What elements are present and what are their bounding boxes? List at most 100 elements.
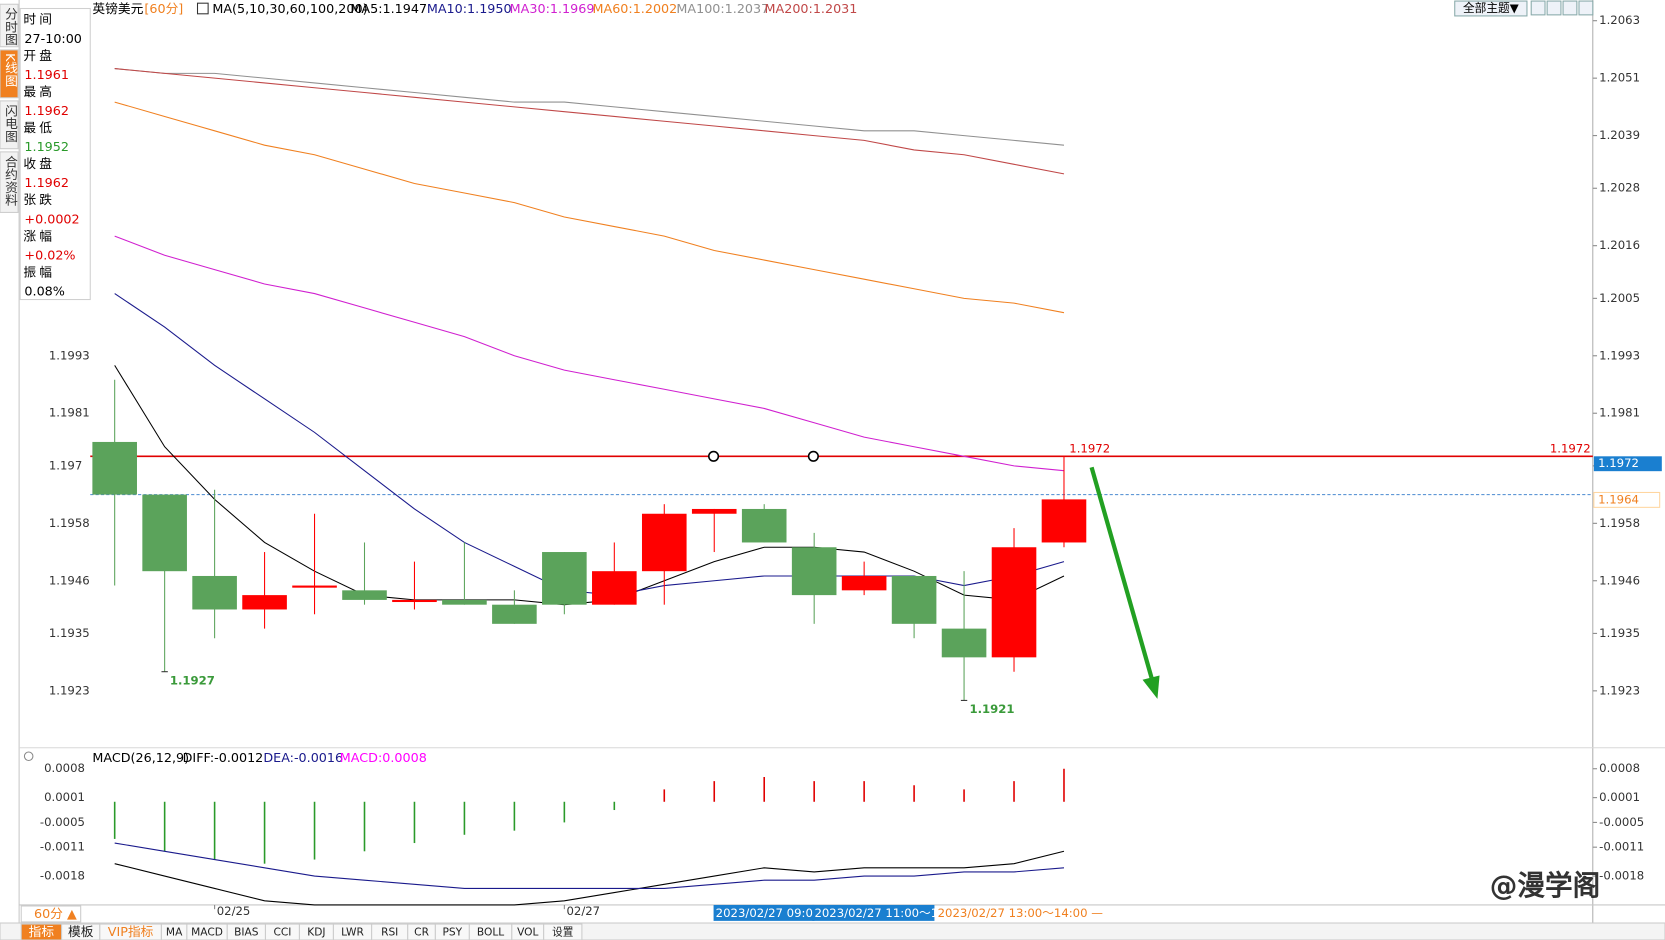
legend-entry: MA10:1.1950 [427,2,512,17]
ma-line [114,101,1065,314]
candle-body [741,508,787,543]
macd-legend-entry: DIFF:-0.0012 [183,751,264,766]
info-value: 27-10:00 [24,32,81,47]
theme-button-text[interactable]: 全部主题▼ [1463,1,1519,15]
candle-body [641,513,687,572]
macd-bar [363,801,366,852]
time-tag-label: 2023/02/27 11:00～1 [814,906,938,920]
macd-title: MACD(26,12,9) [92,751,189,766]
period-button-label[interactable]: 60分 ▲ [34,907,77,922]
sidebar-tab[interactable] [0,151,19,213]
watermark: @漫学阁 [1490,869,1600,902]
macd-bar [613,801,616,811]
ma-icon [196,2,209,15]
candle-body [492,604,537,624]
theme-button[interactable] [1454,0,1528,17]
sidebar-tab-label[interactable]: 闪电图 [2,104,17,143]
y-tick-label: 1.2005 [1599,291,1640,305]
candle-body [691,508,737,514]
toolbar-tab-label[interactable]: KDJ [307,926,325,939]
macd-line [114,850,1065,906]
sidebar-tab[interactable] [0,3,19,48]
toolbar-tab-label[interactable]: BIAS [234,926,259,939]
icon-button[interactable] [1578,0,1594,16]
low-annotation: 1.1927 [170,673,215,687]
macd-bar [1063,768,1065,802]
candle-body [592,571,637,605]
info-panel [19,7,91,301]
candle-body [1041,499,1087,543]
toolbar-tab-label[interactable]: PSY [443,926,463,939]
sidebar-tab-label[interactable]: K线图 [2,53,17,87]
toolbar-tab-label[interactable]: BOLL [477,926,504,939]
macd-y-tick-label-left: -0.0011 [40,840,85,854]
cursor-price-box [1593,456,1662,472]
price-line-handle[interactable] [707,450,720,462]
icon-button[interactable] [1562,0,1578,16]
toolbar-tab-label[interactable]: VIP指标 [108,925,154,940]
sidebar-tab-label[interactable]: 分时图 [2,7,17,46]
price-line-handle[interactable] [807,450,819,462]
icon-button[interactable] [1546,0,1562,16]
macd-y-tick-label: 0.0001 [1599,790,1640,804]
toolbar-tab-label[interactable]: RSI [381,926,398,939]
sidebar-tab[interactable] [0,100,19,150]
toolbar-tab-label[interactable]: MACD [191,926,223,939]
sidebar-tab-label[interactable]: 合约资料 [2,155,17,206]
toolbar-tab-label[interactable]: VOL [517,926,538,939]
trend-arrow [1089,466,1155,681]
toolbar-tab-label[interactable]: CCI [273,926,291,939]
info-value: 1.1962 [24,176,69,191]
toolbar-tab-label[interactable]: MA [166,926,183,939]
y-tick-label: 1.2016 [1599,238,1640,252]
candle-body [991,547,1037,658]
macd-y-tick-label: 0.0008 [1599,761,1640,775]
y-tick-label: 1.1935 [1599,626,1640,640]
time-tag [713,904,815,921]
info-label: 振幅 [23,265,55,280]
price-line-label: 1.1972 [1550,441,1591,455]
toolbar-tab-label[interactable]: 模板 [68,925,94,940]
candle-body [392,599,437,603]
last-price-label: 1.1964 [1598,492,1639,506]
toolbar-tab-label[interactable]: 设置 [552,926,574,939]
legend-entry: MA30:1.1969 [510,2,595,17]
y-tick-label: 1.2051 [1599,71,1640,85]
price-line-label: 1.1972 [1069,441,1110,455]
toolbar-tab-label[interactable]: LWR [341,926,364,939]
macd-legend-entry: MACD:0.0008 [340,751,427,766]
macd-bar [463,801,466,835]
ma-line [114,68,1065,175]
macd-bar [1013,781,1015,802]
y-tick-label-left: 1.1993 [49,348,90,362]
candle-body [92,441,137,495]
period-button[interactable] [20,905,82,923]
candle-body [342,590,387,600]
x-tick-label: 02/27 [566,904,600,918]
toolbar-tab-label[interactable]: CR [414,926,429,939]
last-price-box [1593,491,1661,508]
y-tick-label: 1.1946 [1599,573,1640,587]
info-value: +0.0002 [24,212,79,227]
macd-y-tick-label: -0.0005 [1599,815,1644,829]
y-tick-label: 1.1958 [1599,516,1640,530]
settings-icon[interactable] [23,751,34,762]
macd-bar [713,781,716,802]
macd-bar [313,801,316,860]
ma-line [114,235,1065,472]
info-label: 涨幅 [23,229,55,244]
toolbar-tab[interactable] [543,923,583,940]
period: [60分] [144,2,183,17]
info-label: 张跌 [23,192,55,208]
icon-button[interactable] [1530,0,1546,16]
macd-y-tick-label-left: 0.0001 [44,790,85,804]
candle-body [791,547,837,596]
trend-arrow-head [1142,675,1160,699]
macd-y-tick-label-left: 0.0008 [44,761,85,775]
toolbar-tab-label[interactable]: 指标 [29,925,55,940]
sidebar-tab[interactable] [0,49,19,99]
info-value: 1.1952 [24,140,69,155]
macd-y-tick-label-left: -0.0018 [40,869,85,883]
